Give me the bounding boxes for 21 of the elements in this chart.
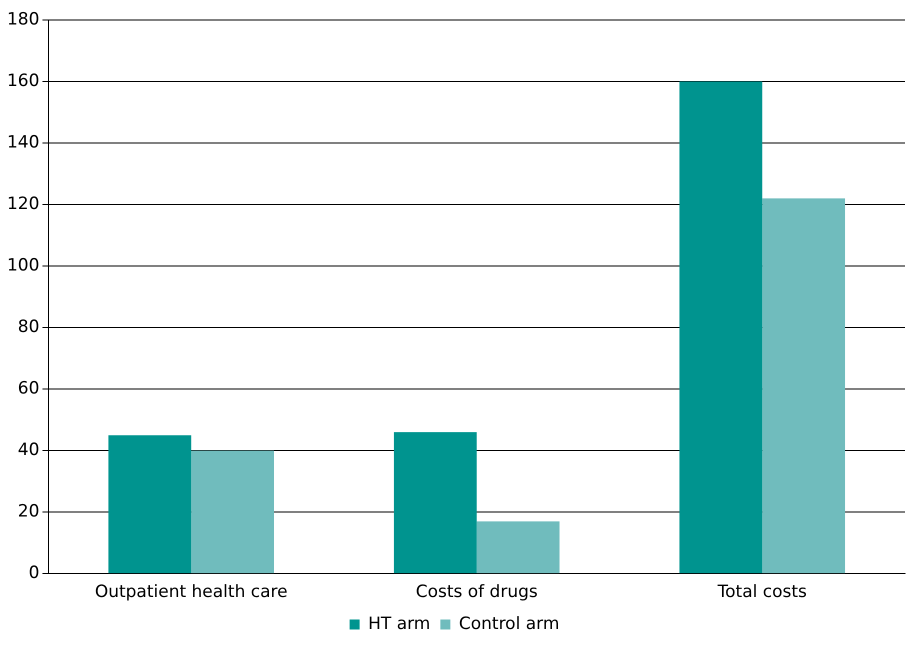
x-tick-label: Outpatient health care	[94, 582, 288, 602]
legend-label: HT arm	[368, 614, 430, 634]
y-tick-label: 140	[6, 132, 40, 152]
bar	[394, 432, 477, 574]
y-tick-label: 120	[6, 194, 40, 214]
x-tick-label: Costs of drugs	[416, 582, 538, 602]
legend-label: Control arm	[458, 614, 560, 634]
x-tick-label: Total costs	[716, 582, 807, 602]
y-tick-label: 0	[28, 563, 40, 584]
y-tick-label: 160	[6, 70, 40, 91]
bar	[108, 435, 192, 574]
bar	[476, 521, 560, 574]
y-tick-label: 60	[18, 378, 40, 398]
bar	[679, 82, 762, 574]
y-tick-label: 180	[6, 9, 40, 30]
y-tick-label: 100	[6, 255, 40, 276]
bar	[762, 198, 846, 574]
y-tick-label: 40	[18, 440, 40, 460]
bar	[191, 450, 274, 574]
y-tick-label: 80	[18, 316, 40, 337]
y-tick-label: 20	[18, 502, 40, 522]
